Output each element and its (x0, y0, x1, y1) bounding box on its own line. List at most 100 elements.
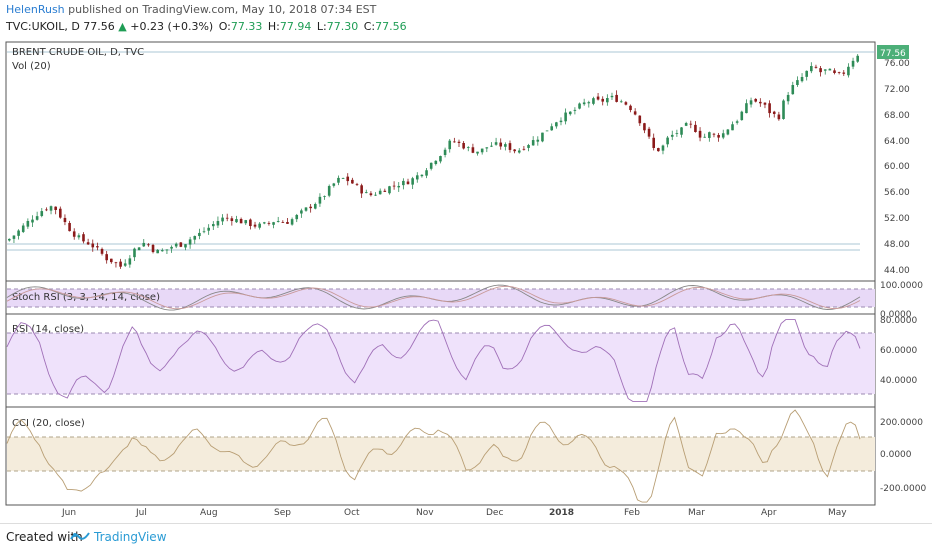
candle-body (578, 103, 581, 109)
footer: Created with TradingView (0, 523, 932, 551)
candle-body (782, 100, 785, 119)
candle-body (703, 136, 706, 138)
tradingview-link[interactable]: TradingView (94, 530, 167, 544)
candle-body (45, 209, 48, 211)
candle-body (72, 231, 76, 237)
price-tick: 60.00 (884, 162, 910, 172)
chart-canvas[interactable]: BRENT CRUDE OIL, D, TVC Vol (20) Stoch R… (0, 41, 932, 521)
time-tick: Oct (344, 508, 360, 518)
rsi-tick: 60.0000 (880, 346, 917, 356)
candle-body (91, 243, 95, 248)
tradingview-logo-icon[interactable] (70, 529, 90, 543)
candle-body (466, 147, 470, 148)
candle-body (360, 185, 363, 194)
time-tick: Feb (624, 508, 640, 518)
time-tick: 2018 (549, 508, 574, 518)
candle-body (712, 133, 716, 135)
candle-body (388, 186, 391, 194)
stoch-d-line (6, 285, 861, 310)
candle-body (582, 102, 586, 105)
candle-body (856, 55, 859, 62)
candle-body (568, 111, 572, 115)
candle-body (494, 142, 498, 145)
candle-body (666, 137, 669, 145)
candle-body (708, 132, 711, 138)
candle-body (378, 190, 382, 195)
candle-body (346, 176, 350, 182)
rsi-pane-title: RSI (14, close) (12, 324, 84, 335)
candle-body (174, 243, 178, 247)
candle-body (453, 141, 456, 143)
candle-body (392, 185, 396, 187)
stoch-tick: 0.0000 (880, 310, 912, 320)
candle-body (833, 70, 836, 73)
open-label: O: (218, 20, 231, 33)
candle-body (615, 94, 618, 102)
candle-body (8, 238, 11, 241)
up-arrow-icon: ▲ (118, 20, 127, 33)
price-tick: 72.00 (884, 85, 910, 95)
cci-band (7, 437, 875, 471)
candle-body (207, 227, 210, 231)
candle-body (550, 126, 554, 131)
candle-body (156, 249, 159, 254)
candle-body (332, 183, 336, 186)
candle-body (309, 206, 312, 209)
candle-body (119, 261, 122, 267)
candle-body (638, 115, 642, 124)
chart-area[interactable]: BRENT CRUDE OIL, D, TVC Vol (20) Stoch R… (0, 41, 932, 521)
candle-body (735, 121, 739, 123)
candle-body (244, 220, 248, 224)
price-tick: 52.00 (884, 214, 910, 224)
candle-body (151, 244, 155, 253)
author-link[interactable]: HelenRush (6, 3, 65, 16)
candle-body (364, 192, 368, 194)
cci-line (6, 409, 861, 503)
candle-body (796, 80, 799, 85)
price-tick: 44.00 (884, 266, 910, 276)
candle-body (629, 105, 632, 111)
candle-body (610, 95, 614, 98)
time-tick: Mar (688, 508, 705, 518)
candle-body (211, 224, 215, 227)
candle-body (249, 219, 252, 227)
candle-body (471, 147, 475, 153)
candle-body (114, 262, 118, 264)
candle-body (406, 181, 410, 185)
price-pane-title: BRENT CRUDE OIL, D, TVC (12, 47, 144, 58)
time-tick: Apr (761, 508, 777, 518)
candle-body (545, 130, 549, 132)
candle-body (508, 143, 512, 150)
candle-body (26, 220, 30, 227)
candle-body (415, 175, 419, 180)
candle-body (21, 225, 25, 232)
candle-body (300, 210, 303, 214)
candle-body (777, 114, 781, 120)
candle-body (165, 249, 169, 251)
candle-body (592, 98, 595, 104)
candle-body (12, 235, 16, 239)
candle-body (216, 221, 220, 226)
candle-body (555, 122, 558, 127)
candle-body (35, 216, 39, 220)
candle-body (800, 76, 804, 82)
price-change: +0.23 (+0.3%) (130, 20, 214, 33)
candle-body (77, 235, 81, 238)
candle-body (606, 98, 609, 103)
candle-body (499, 142, 503, 147)
candle-body (559, 120, 563, 123)
candle-body (198, 232, 201, 237)
candle-body (239, 218, 243, 224)
candle-body (837, 72, 841, 73)
candle-body (369, 193, 373, 196)
candle-body (128, 258, 132, 265)
open-value: 77.33 (230, 20, 263, 33)
candle-body (531, 140, 535, 146)
candle-body (624, 102, 628, 105)
candle-body (749, 100, 753, 105)
rsi-line (6, 319, 861, 402)
candle-body (425, 170, 428, 176)
candle-body (86, 242, 90, 245)
candle-body (847, 66, 850, 76)
candle-body (791, 85, 795, 95)
